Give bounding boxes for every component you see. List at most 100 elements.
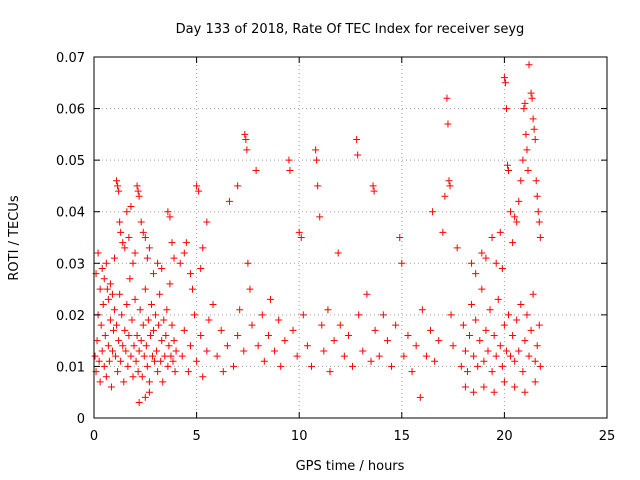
scatter-point (500, 74, 508, 82)
scatter-point (314, 182, 322, 190)
scatter-point (517, 301, 525, 309)
y-tick-label: 0.07 (56, 51, 85, 66)
scatter-point (533, 342, 541, 350)
scatter-point (166, 280, 174, 288)
scatter-point (525, 61, 533, 69)
scatter-point (134, 187, 142, 195)
scatter-point (355, 311, 363, 319)
scatter-point (197, 264, 205, 272)
scatter-point (178, 352, 186, 360)
scatter-point (186, 342, 194, 350)
scatter-point (507, 208, 515, 216)
scatter-point (480, 357, 488, 365)
scatter-point (145, 378, 153, 386)
scatter-point (525, 352, 533, 360)
scatter-point (243, 146, 251, 154)
scatter-point (101, 331, 109, 339)
scatter-point (140, 352, 148, 360)
scatter-point (529, 290, 537, 298)
scatter-point (160, 316, 168, 324)
scatter-point (155, 321, 163, 329)
scatter-point (488, 368, 496, 376)
scatter-point (523, 146, 531, 154)
scatter-point (444, 120, 452, 128)
scatter-point (98, 264, 106, 272)
scatter-point (166, 213, 174, 221)
scatter-point (129, 259, 137, 267)
scatter-point (416, 393, 424, 401)
scatter-point (498, 264, 506, 272)
scatter-point (125, 234, 133, 241)
scatter-point (482, 326, 490, 334)
y-tick-label: 0.04 (56, 206, 85, 221)
scatter-point (131, 295, 139, 303)
scatter-point (515, 347, 523, 355)
scatter-point (330, 337, 338, 345)
scatter-point (157, 357, 165, 365)
scatter-point (123, 208, 131, 216)
scatter-point (528, 94, 536, 102)
scatter-point (289, 326, 297, 334)
scatter-point (496, 228, 504, 236)
scatter-point (115, 187, 123, 195)
scatter-point (150, 326, 158, 334)
scatter-point (509, 239, 517, 247)
scatter-point (480, 383, 488, 391)
scatter-point (431, 357, 439, 365)
scatter-point (271, 347, 279, 355)
scatter-point (161, 352, 169, 360)
y-tick-label: 0.02 (56, 309, 85, 324)
scatter-point (297, 234, 305, 241)
scatter-point (165, 342, 173, 350)
scatter-point (308, 362, 316, 370)
scatter-point (93, 337, 101, 345)
scatter-point (119, 342, 127, 350)
scatter-point (505, 311, 513, 319)
x-tick-label: 15 (394, 429, 411, 444)
scatter-point (100, 275, 108, 283)
scatter-point (336, 321, 344, 329)
scatter-point (144, 316, 152, 324)
scatter-point (474, 362, 482, 370)
scatter-point (158, 264, 166, 272)
scatter-point (91, 352, 99, 360)
scatter-point (535, 218, 543, 226)
scatter-point (114, 368, 122, 376)
scatter-point (248, 321, 256, 329)
scatter-point (252, 166, 260, 174)
scatter-point (113, 321, 121, 329)
scatter-point (536, 362, 544, 370)
scatter-point (521, 337, 529, 345)
scatter-point (258, 311, 266, 319)
scatter-point (472, 316, 480, 324)
scatter-point (219, 368, 227, 376)
scatter-point (443, 94, 451, 102)
scatter-point (535, 321, 543, 329)
scatter-point (285, 156, 293, 164)
scatter-point (162, 331, 170, 339)
scatter-point (531, 136, 539, 144)
scatter-point (445, 177, 453, 185)
scatter-point (120, 378, 128, 386)
scatter-point (99, 301, 107, 309)
x-tick-label: 0 (90, 429, 98, 444)
x-tick-label: 5 (192, 429, 200, 444)
scatter-point (503, 161, 511, 169)
scatter-point (114, 182, 122, 190)
scatter-point (135, 192, 143, 200)
scatter-point (182, 239, 190, 247)
scatter-point (163, 306, 171, 314)
scatter-point (96, 378, 104, 386)
scatter-point (515, 197, 523, 205)
scatter-point (240, 347, 248, 355)
scatter-point (106, 280, 114, 288)
scatter-point (139, 321, 147, 329)
scatter-point (379, 311, 387, 319)
scatter-point (119, 239, 127, 247)
scatter-point (199, 244, 207, 252)
scatter-point (447, 311, 455, 319)
scatter-point (468, 259, 476, 267)
scatter-point (156, 290, 164, 298)
scatter-point (188, 285, 196, 293)
scatter-point (169, 357, 177, 365)
